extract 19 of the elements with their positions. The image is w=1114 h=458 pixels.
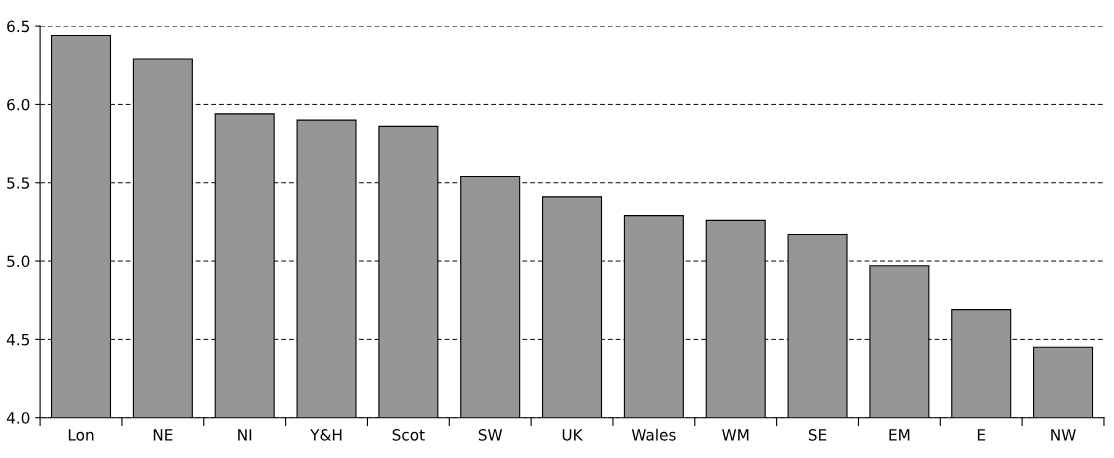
x-tick-label: SE bbox=[808, 429, 827, 441]
x-tick-label: NW bbox=[1051, 429, 1076, 441]
x-tick-label: NE bbox=[153, 429, 173, 441]
y-tick-label: 5.5 bbox=[7, 177, 30, 189]
x-tick-label: Wales bbox=[631, 428, 676, 441]
x-tick-label: E bbox=[977, 429, 986, 441]
x-tick-label: Scot bbox=[392, 429, 425, 441]
x-tick-label: UK bbox=[562, 429, 583, 441]
y-tick-label: 6.0 bbox=[7, 98, 30, 111]
y-tick-label: 4.5 bbox=[6, 334, 30, 346]
x-tick-label: Lon bbox=[68, 429, 94, 441]
x-tick-label: Y&H bbox=[310, 429, 342, 441]
x-tick-label: EM bbox=[889, 429, 910, 441]
y-tick-label: 4.0 bbox=[6, 412, 30, 424]
x-tick-label: SW bbox=[478, 429, 503, 441]
x-tick-label: NI bbox=[238, 429, 252, 441]
y-tick-label: 5.0 bbox=[7, 255, 30, 268]
x-tick-label: WM bbox=[722, 429, 749, 441]
y-tick-label: 6.5 bbox=[7, 20, 30, 33]
